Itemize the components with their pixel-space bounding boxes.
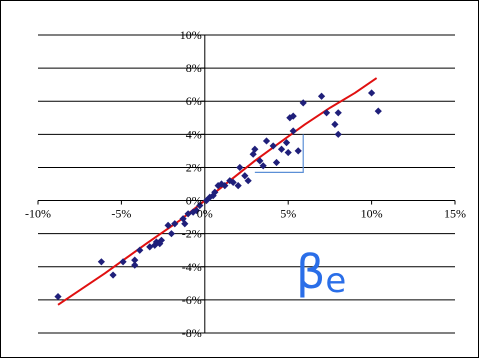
data-point xyxy=(272,158,281,167)
data-point xyxy=(167,230,176,238)
x-tick-label: -5% xyxy=(111,207,131,221)
data-points xyxy=(54,89,382,301)
beta-annotation: βe xyxy=(296,245,346,301)
data-point xyxy=(331,120,339,128)
data-point xyxy=(164,221,172,229)
data-point xyxy=(282,139,291,147)
data-point xyxy=(317,92,326,100)
data-point xyxy=(289,112,297,120)
data-point xyxy=(294,147,302,155)
beta-symbol: β xyxy=(296,245,325,299)
data-point xyxy=(374,107,382,115)
y-tick-label: -4% xyxy=(182,260,202,274)
beta-subscript: e xyxy=(325,261,346,301)
x-tick-label: -10% xyxy=(25,207,51,221)
data-point xyxy=(334,130,342,138)
y-tick-label: -6% xyxy=(182,293,202,307)
data-point xyxy=(322,109,331,117)
data-point xyxy=(259,162,267,170)
y-tick-label: 4% xyxy=(186,127,202,141)
x-tick-label: 5% xyxy=(280,207,296,221)
data-point xyxy=(229,178,237,186)
data-point xyxy=(299,99,307,107)
y-tick-label: 10% xyxy=(180,28,202,42)
data-point xyxy=(368,89,376,97)
data-point xyxy=(236,163,244,172)
data-point xyxy=(119,258,127,266)
y-tick-label: -8% xyxy=(182,326,202,340)
data-point xyxy=(251,145,259,153)
y-tick-label: -2% xyxy=(182,227,202,241)
data-point xyxy=(181,220,189,228)
data-point xyxy=(157,236,166,244)
slope-triangle xyxy=(254,134,304,174)
data-point xyxy=(269,142,277,150)
data-point xyxy=(109,271,117,279)
slope-triangle-lines xyxy=(254,134,304,174)
data-point xyxy=(334,109,342,117)
data-point xyxy=(54,292,62,301)
data-point xyxy=(256,157,264,165)
data-point xyxy=(262,137,271,145)
data-point xyxy=(192,206,201,215)
data-point xyxy=(234,182,242,190)
data-point xyxy=(289,127,297,135)
axes xyxy=(37,34,456,334)
data-point xyxy=(131,261,139,269)
data-point xyxy=(241,172,249,180)
x-tick-label: 15% xyxy=(444,207,466,221)
y-tick-label: 2% xyxy=(186,160,202,174)
tick-labels: -10% -5% 0% 5% 10% 15% -8% -6% -4% -2% 0% 2% 4% 6% 8% 1… xyxy=(25,28,466,340)
data-point xyxy=(97,258,105,266)
data-point xyxy=(244,177,252,185)
x-tick-label: 0% xyxy=(197,207,213,221)
data-point xyxy=(284,148,292,157)
y-tick-label: 6% xyxy=(186,94,202,108)
x-tick-label: 10% xyxy=(361,207,383,221)
y-tick-label: 8% xyxy=(186,61,202,75)
data-point xyxy=(211,188,219,196)
data-point xyxy=(196,201,204,210)
data-point xyxy=(131,256,139,264)
data-point xyxy=(277,145,286,153)
y-tick-label: 0% xyxy=(186,194,202,208)
data-point xyxy=(221,182,229,190)
data-point xyxy=(171,220,179,228)
data-point xyxy=(136,246,144,254)
